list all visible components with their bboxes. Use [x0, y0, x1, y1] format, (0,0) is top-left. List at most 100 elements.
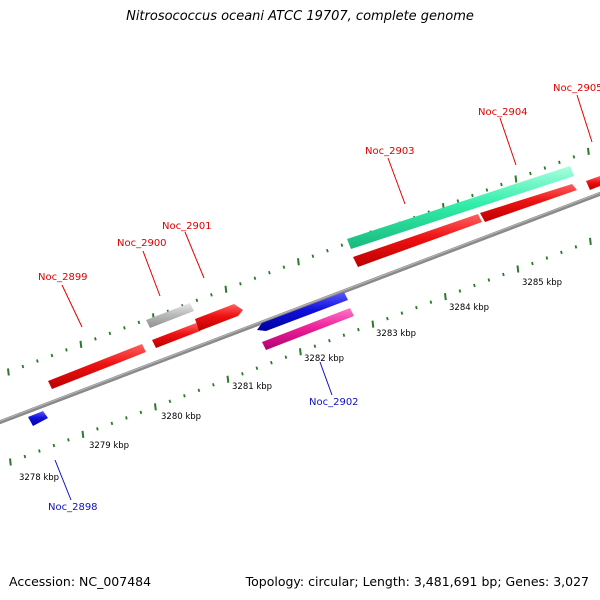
- upper-scale-tick: [50, 353, 54, 358]
- lower-scale-tick: [545, 256, 549, 260]
- genome-backbone: [0, 191, 600, 425]
- lower-scale-tick: [415, 305, 418, 310]
- upper-scale-tick: [456, 199, 460, 203]
- gene-noc2902-shape[interactable]: [262, 308, 354, 350]
- gene-noc2903-teal-shape[interactable]: [347, 166, 574, 249]
- upper-scale-tick: [471, 193, 474, 198]
- upper-scale-tick: [253, 276, 257, 280]
- lower-scale-tick: [110, 421, 114, 426]
- leader-noc2902: [319, 361, 333, 396]
- lower-scale-tick: [9, 458, 12, 466]
- lower-scale-tick: [371, 320, 375, 328]
- gene-noc2899-shape[interactable]: [48, 344, 146, 389]
- lower-scale-tick: [284, 355, 288, 359]
- label-noc2902[interactable]: Noc_2902: [309, 397, 359, 408]
- lower-scale-tick: [226, 375, 230, 383]
- lower-scale-tick: [400, 311, 404, 315]
- lower-scale-tick: [183, 394, 186, 398]
- lower-scale-tick: [139, 410, 143, 415]
- leader-noc2899: [61, 284, 83, 328]
- upper-scale-tick: [7, 368, 10, 376]
- gene-noc2901-shape[interactable]: [195, 304, 243, 331]
- lower-scale-tick: [38, 449, 41, 453]
- leader-noc2904: [499, 117, 517, 166]
- upper-scale-tick: [282, 265, 286, 269]
- gene-blue-upper-shape[interactable]: [257, 292, 348, 331]
- leader-noc2903: [387, 157, 406, 205]
- upper-scale-tick: [239, 282, 242, 286]
- lower-scale-tick: [444, 292, 447, 301]
- label-noc2901[interactable]: Noc_2901: [162, 221, 212, 232]
- genome-backbone-highlight: [0, 192, 600, 422]
- leader-noc2898: [54, 459, 72, 501]
- upper-scale-tick: [79, 340, 83, 349]
- gene-noc2905-shape[interactable]: [586, 176, 600, 190]
- upper-scale-tick: [558, 160, 561, 165]
- lower-scale-tick: [516, 265, 520, 273]
- leader-noc2900: [142, 250, 161, 297]
- label-noc2899[interactable]: Noc_2899: [38, 272, 88, 283]
- lower-scale-tick: [23, 454, 27, 459]
- gene-noc2900-shape[interactable]: [152, 323, 200, 348]
- lower-scale-tick: [473, 283, 476, 288]
- lower-scale-tick: [67, 438, 70, 442]
- label-noc2904[interactable]: Noc_2904: [478, 107, 528, 118]
- kbp-label-3284: 3284 kbp: [449, 303, 489, 313]
- label-noc2903[interactable]: Noc_2903: [365, 146, 415, 157]
- lower-scale-tick: [531, 261, 534, 266]
- kbp-label-3278: 3278 kbp: [19, 473, 59, 483]
- upper-scale-tick: [297, 258, 300, 266]
- kbp-label-3279: 3279 kbp: [89, 441, 129, 451]
- upper-scale-tick: [65, 348, 68, 352]
- lower-scale-tick: [299, 348, 302, 356]
- upper-scale-tick: [137, 320, 141, 325]
- lower-scale-tick: [502, 272, 505, 277]
- genome-stats-text: Topology: circular; Length: 3,481,691 bp…: [245, 574, 589, 589]
- upper-scale-tick: [108, 331, 112, 336]
- leader-noc2905: [576, 94, 593, 143]
- lower-scale-tick: [342, 333, 346, 337]
- upper-scale-tick: [485, 188, 489, 192]
- kbp-label-3281: 3281 kbp: [232, 382, 272, 392]
- upper-scale-tick: [21, 364, 25, 369]
- lower-scale-tick: [197, 388, 201, 393]
- label-noc2905[interactable]: Noc_2905: [553, 83, 600, 94]
- lower-scale-tick: [386, 316, 389, 321]
- lower-scale-tick: [168, 399, 172, 404]
- gene-grey-shape[interactable]: [146, 303, 194, 328]
- lower-scale-tick: [357, 327, 360, 332]
- kbp-label-3282: 3282 kbp: [304, 354, 344, 364]
- label-noc2898[interactable]: Noc_2898: [48, 502, 98, 513]
- upper-scale-tick: [210, 293, 213, 297]
- gene-noc2904-shape[interactable]: [480, 184, 577, 222]
- upper-scale-tick: [514, 175, 518, 183]
- upper-scale-tick: [587, 147, 590, 156]
- lower-scale-tick: [487, 278, 491, 282]
- lower-scale-tick: [212, 383, 215, 387]
- leader-noc2901: [184, 231, 205, 279]
- upper-scale-tick: [224, 285, 228, 293]
- upper-scale-tick: [94, 337, 97, 341]
- lower-scale-tick: [52, 443, 56, 448]
- lower-scale-tick: [154, 403, 157, 411]
- upper-scale-tick: [311, 254, 315, 258]
- upper-scale-ticks: [7, 147, 590, 376]
- lower-scale-tick: [328, 338, 331, 343]
- map-title: Nitrosococcus oceani ATCC 19707, complet…: [126, 9, 474, 24]
- gene-noc2898-shape[interactable]: [28, 411, 48, 426]
- lower-scale-tick: [560, 250, 563, 255]
- upper-scale-tick: [543, 166, 547, 170]
- upper-scale-tick: [123, 326, 126, 330]
- gene-noc2903-shape[interactable]: [353, 214, 482, 267]
- lower-scale-tick: [589, 237, 592, 246]
- lower-scale-tick: [125, 416, 128, 420]
- lower-scale-tick: [96, 427, 99, 431]
- label-noc2900[interactable]: Noc_2900: [117, 238, 167, 249]
- lower-scale-tick: [270, 360, 273, 365]
- upper-scale-tick: [268, 270, 271, 275]
- upper-scale-tick: [340, 243, 344, 247]
- upper-scale-tick: [572, 155, 576, 159]
- lower-scale-tick: [81, 430, 85, 439]
- lower-scale-tick: [429, 300, 433, 304]
